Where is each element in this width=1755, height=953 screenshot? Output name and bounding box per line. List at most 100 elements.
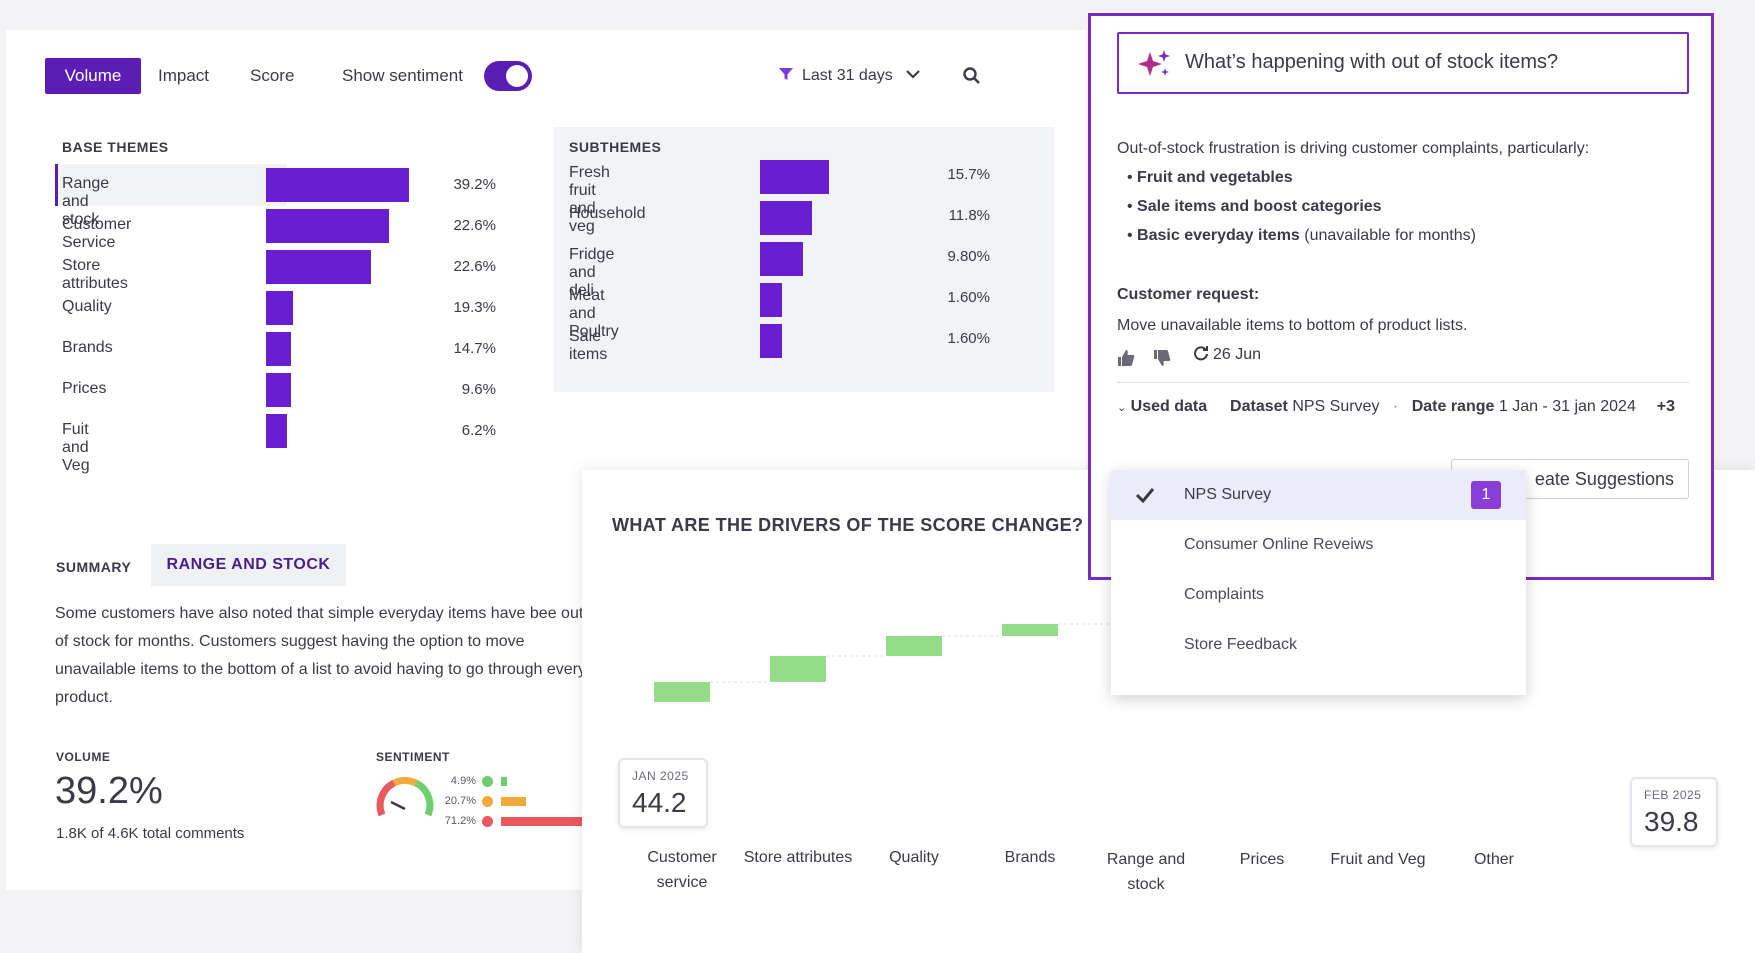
thumbs-down-icon[interactable] <box>1153 349 1171 367</box>
sentiment-value: 20.7% <box>444 795 476 807</box>
bullet-dot: • <box>1127 198 1138 215</box>
category-label: Fruit and Veg <box>1330 851 1426 868</box>
used-data-row: ⌄ Used data Dataset NPS Survey · Date ra… <box>1117 398 1675 415</box>
sparkle-icon <box>1138 50 1170 76</box>
theme-bar <box>266 373 291 407</box>
tab-volume[interactable]: Volume <box>45 58 141 94</box>
theme-bar <box>266 250 371 284</box>
dataset-option[interactable]: Store Feedback <box>1111 620 1526 670</box>
drivers-chart-title: WHAT ARE THE DRIVERS OF THE SCORE CHANGE… <box>612 515 1084 535</box>
tab-score[interactable]: Score <box>250 66 295 85</box>
end-score-value: 39.8 <box>1644 806 1699 837</box>
dataset-option[interactable]: NPS Survey 1 <box>1111 470 1526 520</box>
refresh-date[interactable]: 26 Jun <box>1193 345 1261 364</box>
sentiment-bar <box>501 817 586 826</box>
base-themes-heading: BASE THEMES <box>62 139 169 155</box>
dataset-option-label: Complaints <box>1184 586 1265 603</box>
subtheme-label: Fridge and deli <box>569 246 615 299</box>
waterfall-bar <box>886 636 942 656</box>
date-range-value: 1 Jan - 31 jan 2024 <box>1498 398 1636 415</box>
dataset-option[interactable]: Consumer Online Reveiws <box>1111 520 1526 570</box>
range-and-stock-tab[interactable]: RANGE AND STOCK <box>151 544 346 586</box>
subtheme-value: 15.7% <box>947 166 990 183</box>
start-score-callout: JAN 2025 44.2 <box>618 758 708 828</box>
sentiment-heading: SENTIMENT <box>376 750 450 764</box>
theme-value: 19.3% <box>453 299 496 316</box>
search-icon[interactable] <box>961 65 983 87</box>
waterfall-bar <box>654 682 710 702</box>
dataset-label: Dataset <box>1230 398 1288 415</box>
volume-sub: 1.8K of 4.6K total comments <box>56 825 245 842</box>
ai-bullet: • Fruit and vegetables <box>1117 163 1689 192</box>
theme-label: Brands <box>62 339 113 356</box>
dataset-option-label: NPS Survey <box>1184 486 1272 503</box>
selected-count-badge: 1 <box>1471 481 1501 509</box>
theme-label: Customer Service <box>62 216 132 251</box>
waterfall-bar <box>770 656 826 682</box>
sentiment-dot-icon <box>482 796 493 807</box>
divider <box>1117 382 1689 383</box>
theme-label: Store attributes <box>62 257 128 292</box>
ai-bullet-list: • Fruit and vegetables • Sale items and b… <box>1117 163 1689 250</box>
theme-bar <box>266 414 287 448</box>
used-data-label[interactable]: Used data <box>1130 398 1208 415</box>
subthemes-heading: SUBTHEMES <box>569 139 662 155</box>
date-filter-dropdown[interactable]: Last 31 days <box>778 58 921 94</box>
toggle-knob <box>506 65 528 87</box>
subtheme-label: Household <box>569 205 646 222</box>
bullet-rest: (unavailable for months) <box>1299 227 1476 244</box>
dataset-option-label: Consumer Online Reveiws <box>1184 536 1374 553</box>
request-text: Move unavailable items to bottom of prod… <box>1117 317 1468 334</box>
subtheme-bar <box>760 324 782 358</box>
subtheme-bar <box>760 242 803 276</box>
volume-heading: VOLUME <box>56 750 111 764</box>
end-period-label: FEB 2025 <box>1644 788 1702 802</box>
refresh-date-text: 26 Jun <box>1213 346 1262 363</box>
ai-question-box[interactable]: What’s happening with out of stock items… <box>1117 32 1689 94</box>
refresh-icon <box>1194 346 1208 361</box>
sentiment-dot-icon <box>482 776 493 787</box>
subtheme-value: 11.8% <box>948 207 990 224</box>
subtheme-bar <box>760 201 812 235</box>
start-score-value: 44.2 <box>632 787 687 818</box>
subtheme-label: Meat and Poultry <box>569 287 619 340</box>
bullet-bold: Fruit and vegetables <box>1137 169 1293 186</box>
subtheme-bar <box>760 160 829 194</box>
category-label: Quality <box>889 849 939 866</box>
theme-label: Quality <box>62 298 112 315</box>
bullet-dot: • <box>1127 227 1138 244</box>
theme-value: 39.2% <box>453 176 496 193</box>
category-label: Other <box>1473 851 1514 868</box>
filter-icon <box>779 68 793 80</box>
subtheme-value: 1.60% <box>947 330 990 347</box>
category-label: Store attributes <box>743 849 853 866</box>
more-badge[interactable]: +3 <box>1656 398 1675 415</box>
theme-value: 22.6% <box>453 217 496 234</box>
volume-value: 39.2% <box>55 770 163 812</box>
dataset-option[interactable]: Complaints <box>1111 570 1526 620</box>
theme-label: Prices <box>62 380 107 397</box>
theme-value: 6.2% <box>461 422 496 439</box>
theme-value: 22.6% <box>453 258 496 275</box>
theme-bar <box>266 168 409 202</box>
date-range-label: Date range <box>1411 398 1495 415</box>
waterfall-bar <box>1002 624 1058 636</box>
bullet-dot: • <box>1127 169 1138 186</box>
show-sentiment-label: Show sentiment <box>342 66 463 85</box>
category-label: Range and stock <box>1106 851 1186 893</box>
ai-question-text: What’s happening with out of stock items… <box>1185 51 1559 73</box>
theme-bar <box>266 291 293 325</box>
sentiment-bar <box>501 797 526 806</box>
tab-impact[interactable]: Impact <box>158 66 210 85</box>
sentiment-toggle[interactable] <box>484 61 532 91</box>
chevron-down-icon[interactable]: ⌄ <box>1117 402 1127 414</box>
category-label: Customer service <box>647 849 717 891</box>
sentiment-gauge-icon <box>376 776 434 817</box>
ai-intro: Out-of-stock frustration is driving cust… <box>1117 140 1590 157</box>
theme-label: Range and stock <box>62 175 110 228</box>
subthemes-panel: SUBTHEMES Fresh fruit and veg 15.7% Househ… <box>554 127 1054 392</box>
start-period-label: JAN 2025 <box>632 769 689 783</box>
theme-bar <box>266 332 291 366</box>
dataset-option-label: Store Feedback <box>1184 636 1297 653</box>
thumbs-up-icon[interactable] <box>1117 349 1135 367</box>
